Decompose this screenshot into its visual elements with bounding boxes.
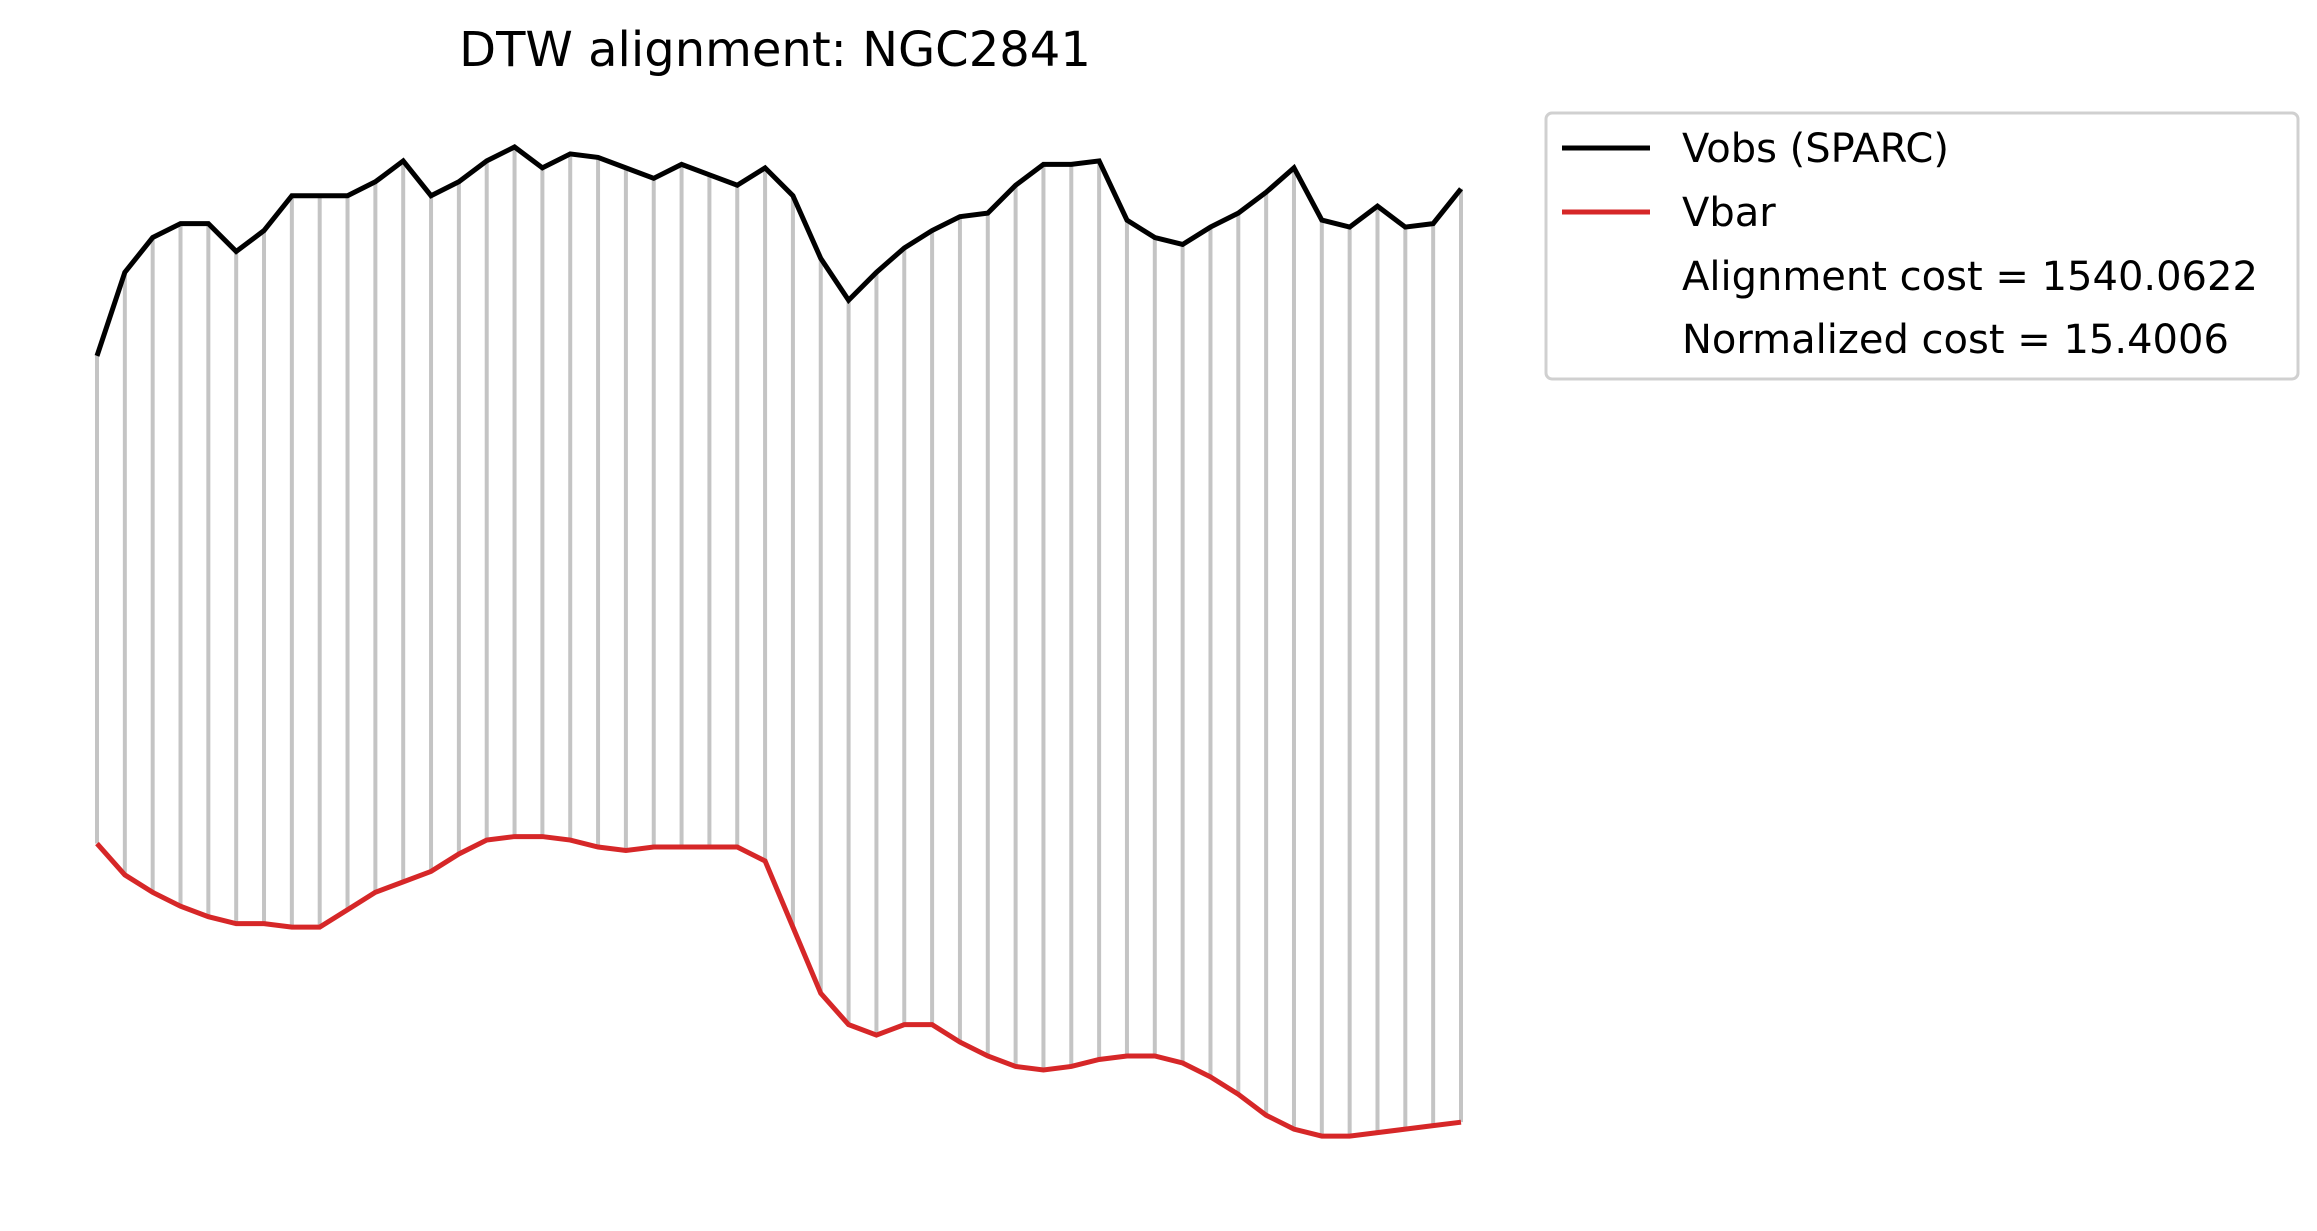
legend-alignment-cost: Alignment cost = 1540.0622 [1682, 254, 2258, 300]
legend-label-vobs: Vobs (SPARC) [1682, 126, 1949, 172]
legend-frame [1544, 111, 2300, 381]
series-lines [94, 144, 1463, 1139]
chart-title: DTW alignment: NGC2841 [459, 22, 1091, 78]
legend-normalized-cost: Normalized cost = 15.4006 [1682, 317, 2229, 363]
series-line-vobs [94, 144, 1463, 357]
legend: Vobs (SPARC) Vbar Alignment cost = 1540.… [1544, 111, 2300, 381]
series-line-vbar [95, 834, 1462, 1139]
legend-label-vbar: Vbar [1682, 190, 1776, 236]
alignment-connectors [95, 146, 1463, 1137]
